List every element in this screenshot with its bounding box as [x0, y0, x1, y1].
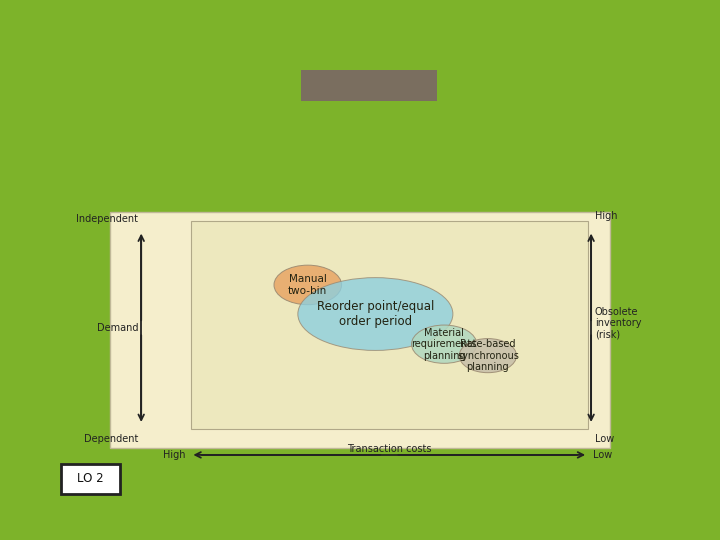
Text: Obsolete
inventory
(risk): Obsolete inventory (risk): [595, 307, 642, 340]
Text: Rate-based
synchronous
planning: Rate-based synchronous planning: [457, 339, 519, 372]
Text: Independent: Independent: [76, 214, 138, 224]
Text: Transaction costs: Transaction costs: [347, 443, 431, 454]
Text: Low: Low: [595, 434, 614, 444]
Bar: [191, 221, 588, 429]
Text: Low: Low: [593, 450, 612, 460]
Bar: [110, 212, 610, 448]
Ellipse shape: [459, 339, 516, 373]
Text: High: High: [163, 450, 186, 460]
Text: LO 2: LO 2: [77, 472, 104, 485]
Text: Material
requirements
planning: Material requirements planning: [411, 328, 477, 361]
Bar: [302, 70, 437, 102]
Text: Demand: Demand: [96, 323, 138, 333]
Bar: [61, 464, 120, 494]
Text: High: High: [595, 212, 617, 221]
Text: Manual
two-bin: Manual two-bin: [288, 274, 328, 296]
Text: Dependent: Dependent: [84, 434, 138, 444]
Text: Inventory Control-System Design Matrix: Framework: Inventory Control-System Design Matrix: …: [120, 114, 597, 129]
Ellipse shape: [298, 278, 453, 350]
Ellipse shape: [412, 325, 477, 363]
Text: Reorder point/equal
order period: Reorder point/equal order period: [317, 300, 434, 328]
Text: Describing Inventory Control Logic: Describing Inventory Control Logic: [120, 135, 435, 150]
Ellipse shape: [274, 265, 341, 305]
